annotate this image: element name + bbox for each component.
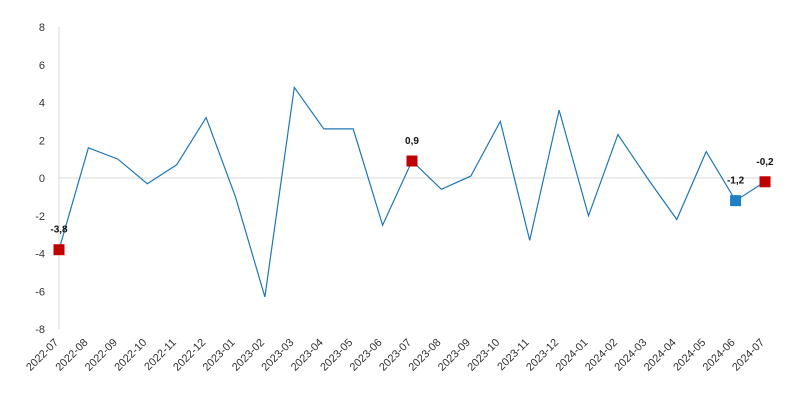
highlight-markers <box>53 155 771 256</box>
data-label: -1,2 <box>727 176 745 187</box>
y-tick-label: 0 <box>39 173 45 185</box>
data-label: -0,2 <box>756 157 774 168</box>
highlight-marker <box>53 244 65 256</box>
highlight-marker <box>406 155 418 167</box>
y-tick-label: 2 <box>39 135 45 147</box>
x-tick-label: 2022-10 <box>112 337 149 374</box>
y-axis: 8 6 4 2 0 -2 -4 -6 -8 <box>35 22 60 336</box>
x-tick-label: 2024-07 <box>730 337 767 374</box>
highlight-marker <box>759 176 771 188</box>
y-tick-label: -8 <box>35 324 45 336</box>
y-tick-label: 6 <box>39 60 45 72</box>
y-tick-label: -4 <box>35 249 45 261</box>
series-line <box>58 85 766 298</box>
data-label: 0,9 <box>405 136 419 147</box>
y-tick-label: 4 <box>39 98 45 110</box>
x-tick-label: 2023-10 <box>465 337 502 374</box>
data-label: -3,8 <box>50 225 68 236</box>
series-line-group <box>58 85 766 298</box>
highlight-marker <box>730 195 742 207</box>
y-tick-label: -6 <box>35 286 45 298</box>
y-tick-label: -2 <box>35 211 45 223</box>
y-tick-label: 8 <box>39 22 45 34</box>
x-axis: 2022-072022-082022-092022-102022-112022-… <box>24 177 773 374</box>
data-labels: -3,8 0,9 -1,2 -0,2 <box>50 136 774 236</box>
